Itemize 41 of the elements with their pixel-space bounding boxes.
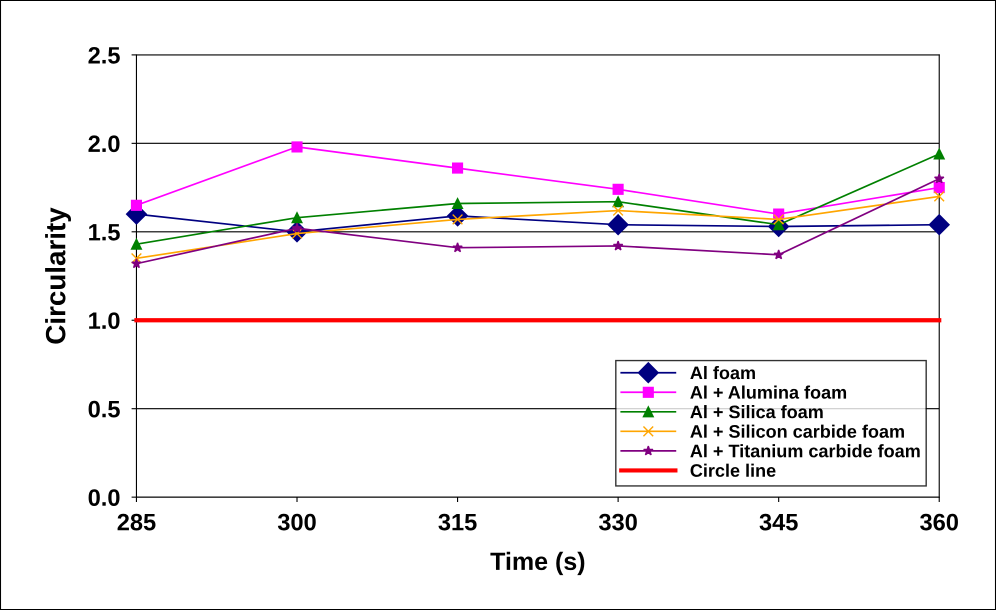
point bbox=[291, 212, 303, 224]
point bbox=[773, 214, 784, 225]
x-tick-label: 315 bbox=[438, 514, 477, 530]
x-axis-title: Time (s) bbox=[490, 552, 584, 576]
y-axis-title: Circularity bbox=[45, 207, 71, 344]
point bbox=[291, 141, 303, 152]
x-tick-label: 345 bbox=[760, 514, 798, 530]
x-tick-label: 330 bbox=[598, 514, 637, 530]
x-tick-label: 285 bbox=[118, 514, 156, 530]
point bbox=[452, 162, 464, 174]
legend-label: Al + Silica foam bbox=[690, 405, 823, 418]
point bbox=[773, 249, 784, 260]
point bbox=[928, 214, 950, 236]
legend-label: Al + Alumina foam bbox=[690, 386, 846, 399]
x-tick-label: 360 bbox=[920, 514, 958, 530]
point bbox=[608, 214, 629, 236]
point bbox=[452, 242, 463, 252]
point bbox=[934, 182, 945, 194]
point bbox=[934, 190, 945, 202]
y-tick-label: 2.0 bbox=[88, 135, 120, 152]
point bbox=[934, 173, 945, 184]
point bbox=[612, 205, 624, 216]
point bbox=[612, 184, 624, 195]
legend-label: Al + Silicon carbide foam bbox=[690, 424, 904, 438]
y-tick-label: 2.5 bbox=[88, 46, 120, 64]
point bbox=[130, 238, 142, 250]
x-tick-label: 300 bbox=[278, 514, 316, 530]
point bbox=[934, 148, 945, 160]
point bbox=[452, 198, 464, 210]
point bbox=[130, 200, 142, 211]
legend-label: Al + Titanium carbide foam bbox=[690, 444, 920, 458]
y-tick-label: 1.0 bbox=[89, 312, 120, 330]
point bbox=[130, 252, 142, 264]
point bbox=[612, 240, 624, 251]
point bbox=[612, 196, 624, 208]
y-tick-label: 0.0 bbox=[88, 489, 120, 506]
legend-label: Circle line bbox=[690, 464, 776, 477]
point bbox=[131, 258, 142, 268]
legend-label: Al foam bbox=[690, 366, 755, 380]
y-tick-label: 1.5 bbox=[89, 224, 120, 241]
y-tick-label: 0.5 bbox=[88, 400, 120, 418]
